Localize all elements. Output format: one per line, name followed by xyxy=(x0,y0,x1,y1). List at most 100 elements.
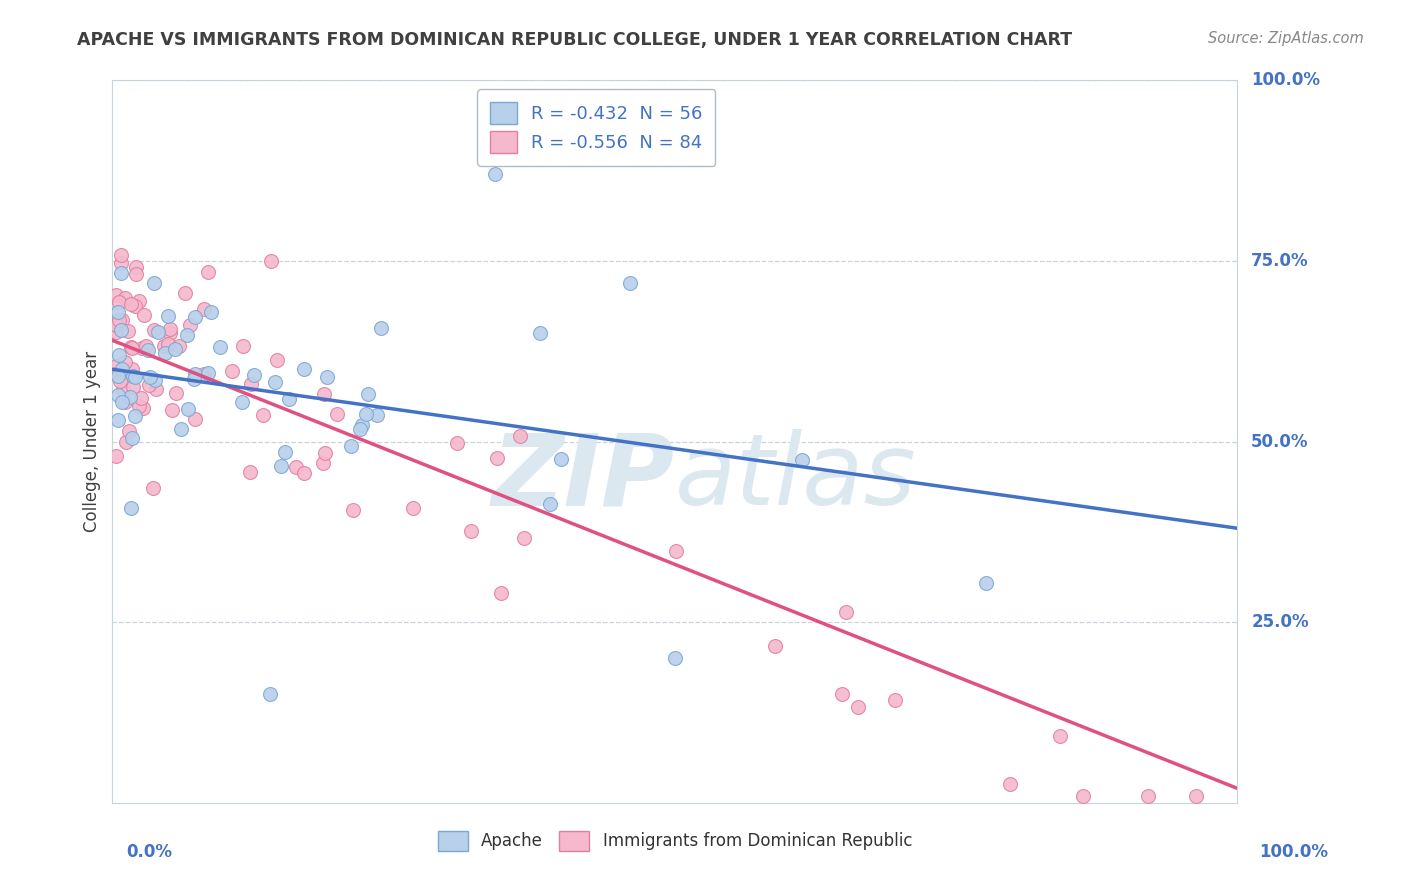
Point xyxy=(1071,789,1094,803)
Text: Source: ZipAtlas.com: Source: ZipAtlas.com xyxy=(1208,31,1364,46)
Point xyxy=(183,310,205,324)
Point xyxy=(114,355,136,369)
Point xyxy=(231,395,253,409)
Point xyxy=(132,308,155,322)
Legend: R = -0.432  N = 56, R = -0.556  N = 84: R = -0.432 N = 56, R = -0.556 N = 84 xyxy=(477,89,716,166)
Point xyxy=(107,369,129,384)
Point xyxy=(232,338,254,352)
Point xyxy=(792,453,814,467)
Point xyxy=(129,392,152,406)
Point xyxy=(176,328,198,343)
Point xyxy=(108,294,131,309)
Point xyxy=(292,467,315,481)
Text: 25.0%: 25.0% xyxy=(1251,613,1309,632)
Point xyxy=(145,382,167,396)
Point xyxy=(263,375,285,389)
Point xyxy=(121,362,143,376)
Point xyxy=(209,340,232,354)
Text: 75.0%: 75.0% xyxy=(1251,252,1309,270)
Point xyxy=(314,445,336,459)
Point xyxy=(998,777,1021,791)
Point xyxy=(136,343,159,358)
Point xyxy=(763,639,786,653)
Point xyxy=(446,436,468,450)
Point xyxy=(619,276,641,290)
Point xyxy=(165,342,187,356)
Point xyxy=(111,362,134,376)
Point xyxy=(118,390,141,404)
Point xyxy=(197,366,219,380)
Point xyxy=(153,339,176,353)
Point xyxy=(177,402,200,417)
Y-axis label: College, Under 1 year: College, Under 1 year xyxy=(83,351,101,533)
Point xyxy=(260,253,283,268)
Point xyxy=(1137,789,1160,803)
Text: 50.0%: 50.0% xyxy=(1251,433,1309,450)
Point xyxy=(316,370,339,384)
Point xyxy=(108,313,131,327)
Point xyxy=(193,367,215,381)
Point xyxy=(108,348,131,362)
Point xyxy=(139,369,162,384)
Point xyxy=(159,322,181,336)
Text: 0.0%: 0.0% xyxy=(127,843,173,861)
Point xyxy=(110,248,132,262)
Point xyxy=(159,326,181,340)
Point xyxy=(259,687,281,701)
Point xyxy=(239,376,262,391)
Point xyxy=(326,407,349,421)
Point xyxy=(121,380,143,394)
Point xyxy=(193,301,215,316)
Point xyxy=(270,459,292,474)
Point xyxy=(183,367,205,381)
Point xyxy=(107,388,129,402)
Point xyxy=(835,606,858,620)
Point xyxy=(550,451,572,466)
Text: 100.0%: 100.0% xyxy=(1260,843,1329,861)
Point xyxy=(110,322,132,336)
Point xyxy=(242,368,264,383)
Text: atlas: atlas xyxy=(675,429,917,526)
Point xyxy=(121,341,143,355)
Point xyxy=(124,370,146,384)
Point xyxy=(120,297,142,311)
Point xyxy=(114,291,136,305)
Point xyxy=(132,401,155,415)
Point xyxy=(170,422,193,436)
Point xyxy=(285,460,308,475)
Point xyxy=(104,367,127,381)
Point xyxy=(120,501,142,516)
Point xyxy=(197,265,219,279)
Point xyxy=(460,524,482,538)
Point xyxy=(252,409,274,423)
Point xyxy=(105,287,128,301)
Text: ZIP: ZIP xyxy=(492,429,675,526)
Point xyxy=(239,465,262,479)
Point xyxy=(142,323,165,337)
Point xyxy=(340,439,363,453)
Point xyxy=(153,346,176,360)
Point xyxy=(174,285,197,300)
Point xyxy=(165,385,187,400)
Point xyxy=(107,305,129,319)
Point xyxy=(366,409,388,423)
Point xyxy=(312,456,335,470)
Point xyxy=(124,268,146,282)
Point xyxy=(489,586,512,600)
Point xyxy=(846,700,869,714)
Point xyxy=(976,576,998,591)
Text: APACHE VS IMMIGRANTS FROM DOMINICAN REPUBLIC COLLEGE, UNDER 1 YEAR CORRELATION C: APACHE VS IMMIGRANTS FROM DOMINICAN REPU… xyxy=(77,31,1073,49)
Point xyxy=(342,503,364,517)
Point xyxy=(121,431,143,445)
Point xyxy=(509,429,531,443)
Point xyxy=(184,411,207,425)
Point xyxy=(128,293,150,308)
Point xyxy=(157,336,180,351)
Point xyxy=(167,339,190,353)
Point xyxy=(117,324,139,338)
Point xyxy=(124,409,146,424)
Point xyxy=(402,501,425,516)
Point xyxy=(138,377,160,392)
Point xyxy=(884,693,907,707)
Point xyxy=(665,544,688,558)
